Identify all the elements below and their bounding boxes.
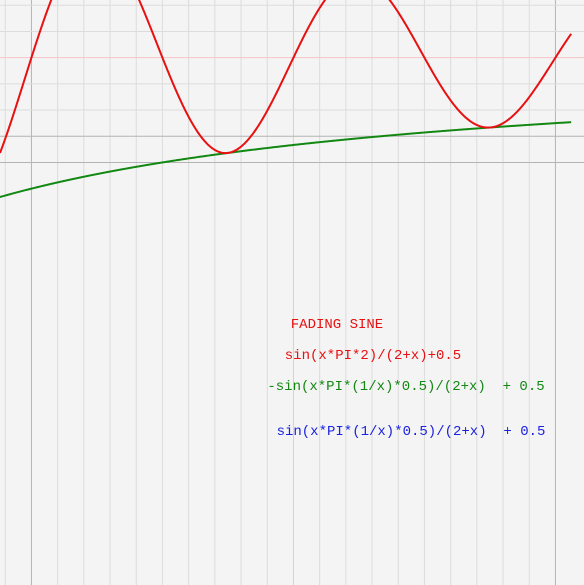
legend-entry-lower-envelope: -sin(x*PI*(1/x)*0.5)/(2+x) + 0.5	[267, 379, 544, 395]
curves	[0, 0, 572, 198]
legend-entry-upper-envelope: sin(x*PI*(1/x)*0.5)/(2+x) + 0.5	[277, 424, 546, 440]
series-line-lower-envelope	[0, 121, 572, 198]
legend-entry-fading-sine: sin(x*PI*2)/(2+x)+0.5	[285, 348, 461, 364]
series-line-fading-sine	[0, 0, 572, 155]
chart-title: FADING SINE	[291, 317, 383, 333]
